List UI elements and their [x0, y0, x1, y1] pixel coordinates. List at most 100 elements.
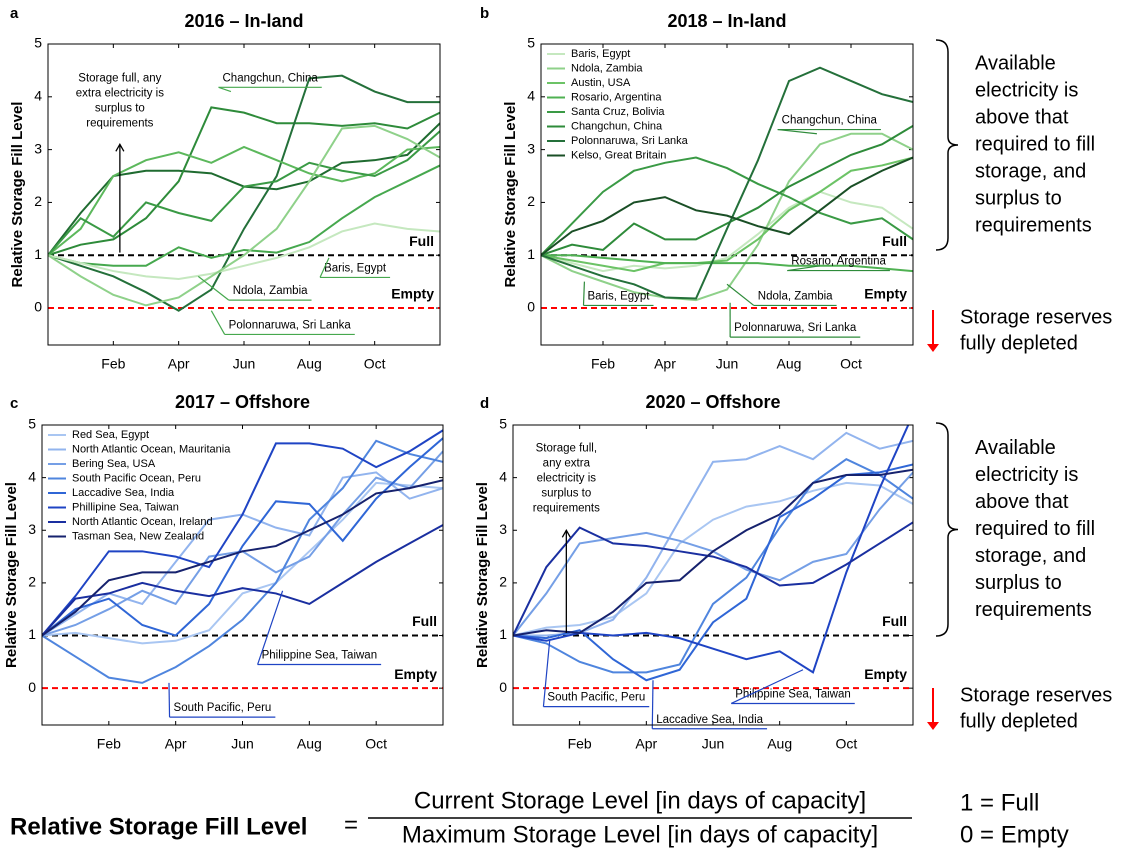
series-line	[541, 156, 913, 256]
callout-label: Changchun, China	[223, 72, 319, 84]
plot-frame	[540, 43, 914, 346]
x-tick-label: Oct	[364, 356, 386, 372]
legend-label: Rosario, Argentina	[571, 91, 662, 103]
legend-label: North Atlantic Ocean, Mauritania	[72, 443, 231, 455]
y-axis-label: Relative Storage Fill Level	[3, 482, 20, 668]
callout-leader	[542, 640, 551, 707]
lines	[541, 66, 913, 302]
callout-label: Polonnaruwa, Sri Lanka	[734, 322, 857, 334]
panel-title: 2016 – In-land	[184, 11, 303, 31]
x-tick-label: Aug	[297, 736, 322, 752]
reference-label: Empty	[391, 286, 434, 302]
y-tick-label: 5	[34, 35, 42, 51]
x-tick-label: Apr	[635, 736, 657, 752]
formula-equals: =	[344, 811, 358, 838]
callout-leader	[730, 669, 804, 705]
y-tick-label: 4	[34, 88, 42, 104]
y-tick-label: 2	[499, 574, 507, 590]
y-tick-label: 2	[28, 574, 36, 590]
side-note: above that	[975, 491, 1069, 513]
callout-label: South Pacific, Peru	[547, 692, 645, 704]
callout-leader	[257, 590, 284, 665]
series-line	[42, 524, 443, 637]
x-tick-label: Jun	[231, 736, 254, 752]
callout-leader	[777, 128, 817, 135]
reference-label: Full	[412, 613, 437, 629]
series-line	[42, 437, 443, 637]
note-arrowhead	[561, 528, 571, 538]
reference-label: Empty	[394, 666, 437, 682]
series-line	[48, 222, 440, 280]
brace	[935, 39, 959, 251]
reference-label: Full	[882, 613, 907, 629]
panel-letter: c	[10, 395, 18, 412]
legend-label: Ndola, Zambia	[571, 62, 643, 74]
x-tick-label: Feb	[101, 356, 125, 372]
note-text: requirements	[533, 503, 600, 515]
callout-label: Rosario, Argentina	[791, 256, 886, 268]
lines	[42, 429, 443, 684]
callout-label: Baris, Egypt	[588, 290, 651, 302]
series-line	[541, 156, 913, 257]
series-line	[42, 439, 443, 684]
callout-label: Laccadive Sea, India	[656, 714, 763, 726]
legend-label: Bering Sea, USA	[72, 458, 156, 470]
x-tick-label: Aug	[297, 356, 322, 372]
x-tick-label: Oct	[840, 356, 862, 372]
plot-frame	[47, 43, 441, 346]
callout-label: Polonnaruwa, Sri Lanka	[229, 319, 352, 331]
panel-title: 2020 – Offshore	[645, 392, 780, 412]
series-line	[48, 124, 440, 307]
series-line	[48, 106, 440, 257]
legend: Baris, Egypt Ndola, Zambia Austin, USA Rosa…	[547, 48, 689, 161]
side-note-red: fully depleted	[960, 710, 1078, 732]
panel-title: 2017 – Offshore	[175, 392, 310, 412]
y-tick-label: 5	[499, 416, 507, 432]
panel-letter: d	[480, 395, 489, 412]
side-note: above that	[975, 106, 1069, 128]
y-tick-label: 5	[28, 416, 36, 432]
y-axis-label: Relative Storage Fill Level	[502, 102, 519, 288]
legend-label: Red Sea, Egypt	[72, 429, 149, 441]
series-line	[541, 124, 913, 257]
legend-label: Polonnaruwa, Sri Lanka	[571, 135, 689, 147]
x-tick-label: Feb	[568, 736, 592, 752]
x-tick-label: Jun	[716, 356, 739, 372]
y-tick-label: 0	[34, 299, 42, 315]
formula-key: 1 = Full	[960, 789, 1039, 816]
side-note: Available	[975, 437, 1056, 459]
reference-label: Full	[882, 233, 907, 249]
x-tick-label: Apr	[168, 356, 190, 372]
note-text: requirements	[86, 117, 153, 129]
note-text: extra electricity is	[76, 87, 164, 99]
y-tick-label: 1	[28, 626, 36, 642]
side-note-red: Storage reserves	[960, 684, 1112, 706]
x-tick-label: Jun	[233, 356, 256, 372]
legend-label: Laccadive Sea, India	[72, 487, 175, 499]
callout-leader	[582, 281, 585, 306]
lines	[48, 74, 440, 312]
callout-leader	[651, 680, 654, 729]
series-line	[48, 130, 440, 256]
y-tick-label: 0	[28, 679, 36, 695]
series-line	[513, 521, 913, 636]
callout-label: Philippine Sea, Taiwan	[262, 650, 378, 662]
series-line	[541, 66, 913, 300]
x-tick-label: Oct	[365, 736, 387, 752]
series-line	[42, 429, 443, 637]
legend-label: Tasman Sea, New Zealand	[72, 530, 204, 542]
series-line	[513, 481, 913, 637]
callout-leader	[218, 86, 232, 93]
y-tick-label: 4	[499, 468, 507, 484]
side-note: required to fill	[975, 518, 1095, 540]
legend-label: South Pacific Ocean, Peru	[72, 472, 201, 484]
legend-label: Phillipine Sea, Taiwan	[72, 501, 179, 513]
legend-label: Baris, Egypt	[571, 48, 630, 60]
y-tick-label: 4	[28, 468, 36, 484]
y-tick-label: 2	[527, 193, 535, 209]
series-line	[513, 458, 913, 674]
panel-letter: b	[480, 5, 489, 22]
callout-leader	[726, 283, 755, 306]
callout-label: Changchun, China	[782, 115, 878, 127]
side-note: electricity is	[975, 464, 1078, 486]
